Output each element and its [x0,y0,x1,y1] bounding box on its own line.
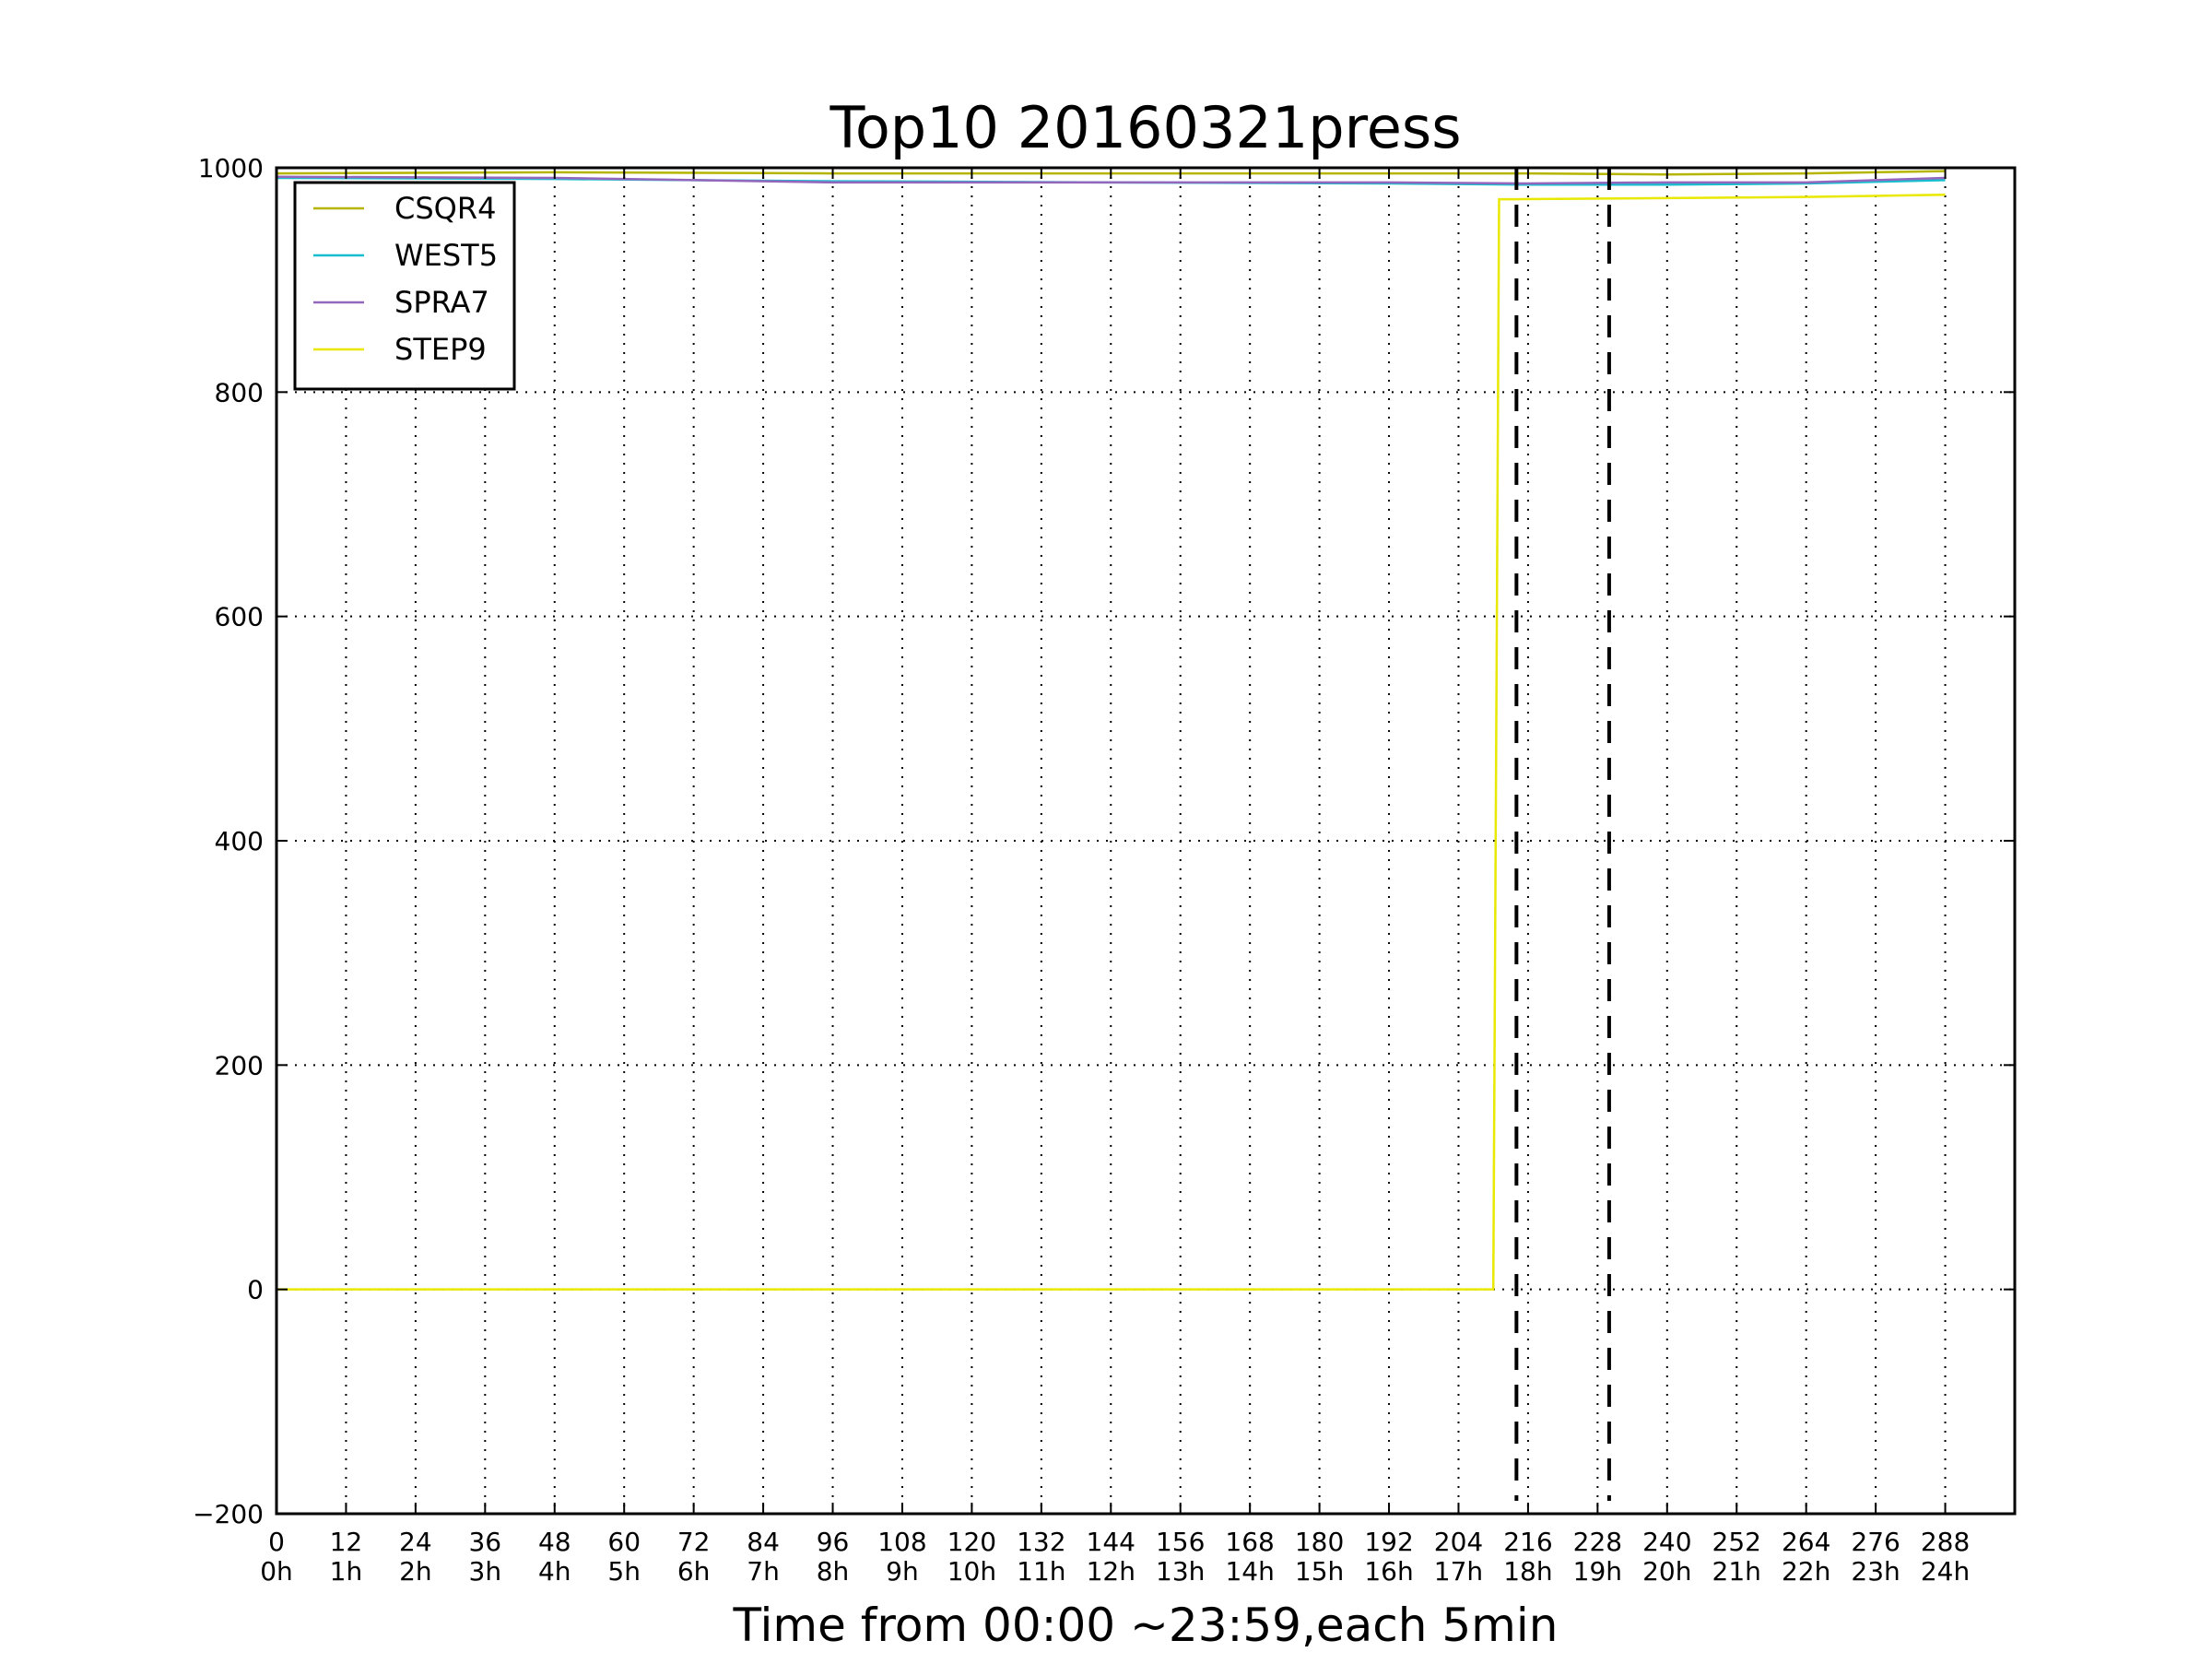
x-tick-label-line: 60 [607,1527,641,1557]
x-tick-label-line: 96 [817,1527,850,1557]
y-tick-label: 1000 [198,153,264,183]
x-tick-label-line: 72 [677,1527,711,1557]
x-tick-label-line: 23h [1851,1556,1900,1587]
x-tick-label-line: 12 [330,1527,363,1557]
x-tick-label: 156 13h [1156,1527,1205,1587]
x-tick-label-line: 24 [399,1527,432,1557]
legend-label-csqr4: CSQR4 [394,191,496,226]
x-tick-label-line: 4h [538,1556,571,1587]
series-line-spra7 [276,175,1946,185]
legend-label-spra7: SPRA7 [394,285,489,320]
x-tick-label-line: 17h [1434,1556,1483,1587]
x-tick-label: 84 7h [747,1527,780,1587]
x-tick-label-line: 108 [877,1527,926,1557]
x-tick-label-line: 19h [1573,1556,1622,1587]
x-tick-label: 276 23h [1851,1527,1900,1587]
x-tick-label-line: 24h [1921,1556,1970,1587]
x-tick-label-line: 13h [1156,1556,1205,1587]
x-tick-label-line: 192 [1364,1527,1413,1557]
x-tick-label: 108 9h [877,1527,926,1587]
x-tick-label: 168 14h [1225,1527,1274,1587]
x-tick-label-line: 120 [947,1527,996,1557]
x-tick-label: 144 12h [1087,1527,1135,1587]
x-tick-label-line: 6h [677,1556,711,1587]
x-tick-label-line: 144 [1087,1527,1135,1557]
x-tick-label-line: 276 [1851,1527,1900,1557]
x-tick-label-line: 12h [1087,1556,1135,1587]
x-tick-label: 264 22h [1782,1527,1830,1587]
x-tick-label-line: 11h [1017,1556,1065,1587]
x-tick-label: 132 11h [1017,1527,1065,1587]
x-axis-label: Time from 00:00 ~23:59,each 5min [733,1599,1559,1652]
x-tick-label-line: 132 [1017,1527,1065,1557]
x-tick-label-line: 240 [1642,1527,1691,1557]
x-tick-label: 216 18h [1503,1527,1552,1587]
x-tick-label-line: 10h [947,1556,996,1587]
x-tick-label-line: 5h [607,1556,641,1587]
y-tick-label: −200 [193,1499,264,1529]
series-line-step9 [276,193,1946,1291]
x-tick-label-line: 8h [817,1556,850,1587]
x-tick-label: 48 4h [538,1527,571,1587]
grid [276,168,2015,1514]
legend-label-west5: WEST5 [394,238,498,273]
x-tick-label: 36 3h [468,1527,501,1587]
x-tick-label: 24 2h [399,1527,432,1587]
x-tick-label-line: 48 [538,1527,571,1557]
x-tick-label-line: 1h [330,1556,363,1587]
x-tick-label-line: 84 [747,1527,780,1557]
x-tick-label-line: 228 [1573,1527,1622,1557]
x-tick-label-line: 14h [1225,1556,1274,1587]
x-tick-label-line: 288 [1921,1527,1970,1557]
x-tick-label: 72 6h [677,1527,711,1587]
x-tick-label: 120 10h [947,1527,996,1587]
x-tick-label-line: 0h [260,1556,293,1587]
x-tick-label-line: 264 [1782,1527,1830,1557]
x-tick-label-line: 156 [1156,1527,1205,1557]
x-tick-label-line: 204 [1434,1527,1483,1557]
x-tick-label: 192 16h [1364,1527,1413,1587]
chart-title: Top10 20160321press [829,94,1461,161]
x-tick-label: 0 0h [260,1527,293,1587]
x-tick-label: 288 24h [1921,1527,1970,1587]
x-tick-label: 60 5h [607,1527,641,1587]
x-tick-label-line: 22h [1782,1556,1830,1587]
x-tick-label-line: 3h [469,1556,502,1587]
legend-box [293,181,516,391]
x-tick-label: 228 19h [1573,1527,1622,1587]
x-tick-label: 252 21h [1712,1527,1761,1587]
x-tick-label-line: 180 [1295,1527,1344,1557]
x-tick-label-line: 16h [1364,1556,1413,1587]
y-tick-label: 200 [215,1050,264,1080]
x-tick-label-line: 0 [268,1527,285,1557]
x-tick-label: 96 8h [817,1527,850,1587]
y-tick-label: 800 [215,377,264,407]
x-tick-label-line: 168 [1225,1527,1274,1557]
x-tick-label-line: 15h [1295,1556,1344,1587]
y-tick-label: 400 [215,826,264,856]
series-lines [276,170,1946,1291]
x-tick-label: 240 20h [1642,1527,1691,1587]
x-tick-label-line: 36 [468,1527,501,1557]
x-tick-label: 204 17h [1434,1527,1483,1587]
x-tick-label: 12 1h [330,1527,363,1587]
legend-label-step9: STEP9 [394,332,487,367]
x-tick-label-line: 20h [1642,1556,1691,1587]
x-tick-label-line: 252 [1712,1527,1761,1557]
x-tick-label-line: 7h [747,1556,780,1587]
x-tick-label: 180 15h [1295,1527,1344,1587]
x-tick-label-line: 18h [1503,1556,1552,1587]
vertical-markers [1514,168,1611,1501]
x-tick-label-line: 216 [1503,1527,1552,1557]
y-tick-label: 0 [247,1275,264,1305]
x-tick-label-line: 21h [1712,1556,1761,1587]
plot-area-frame [275,166,2017,1516]
y-tick-label: 600 [215,602,264,632]
legend: CSQR4 WEST5 SPRA7 STEP9 [293,181,516,391]
x-tick-label-line: 2h [399,1556,432,1587]
x-tick-label-line: 9h [886,1556,919,1587]
